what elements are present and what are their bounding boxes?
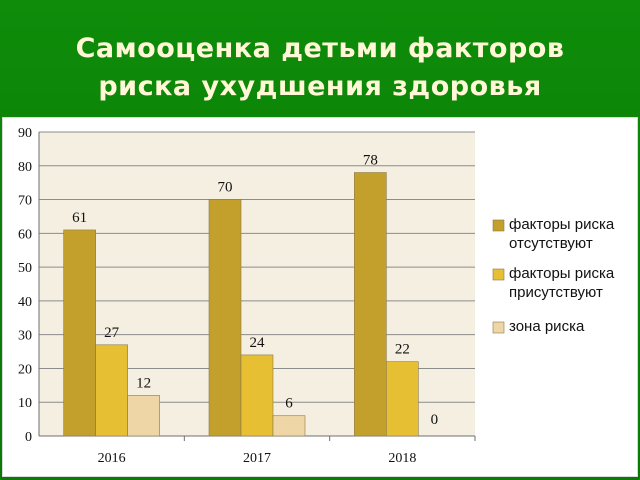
legend-label: отсутствуют [509, 235, 593, 252]
data-label: 0 [431, 412, 439, 428]
bar [208, 199, 242, 437]
bar [272, 415, 306, 437]
y-tick-label: 30 [18, 329, 32, 344]
y-tick-label: 40 [18, 295, 32, 310]
data-label: 61 [72, 210, 87, 226]
data-label: 6 [285, 396, 293, 412]
y-tick-label: 10 [18, 396, 32, 411]
y-tick-label: 90 [18, 126, 32, 141]
data-label: 22 [395, 342, 410, 358]
title-line-2: риска ухудшения здоровья [98, 71, 542, 102]
data-label: 78 [363, 153, 378, 169]
x-tick-label: 2018 [388, 451, 416, 466]
y-tick-label: 0 [25, 430, 32, 445]
data-label: 70 [218, 180, 233, 196]
legend-label: факторы риска [509, 216, 615, 233]
bar [127, 395, 160, 437]
legend-swatch [492, 321, 505, 334]
legend-swatch [492, 268, 505, 281]
legend-label: присутствуют [509, 284, 603, 301]
bar [95, 344, 128, 437]
data-label: 12 [136, 375, 151, 391]
chart-panel: 0 10 20 30 40 50 60 70 80 90 2016 61 27 12 2017 70 24 6 20… [2, 117, 638, 477]
slide-title: Самооценка детьми факторов риска ухудшен… [0, 30, 640, 106]
y-tick-label: 60 [18, 227, 32, 242]
legend-swatch [492, 219, 505, 232]
bar [386, 361, 419, 437]
x-tick-label: 2017 [243, 451, 271, 466]
y-tick-label: 70 [18, 194, 32, 209]
bar-chart: 0 10 20 30 40 50 60 70 80 90 2016 61 27 12 2017 70 24 6 20… [18, 126, 615, 466]
bar [240, 354, 274, 437]
y-tick-label: 20 [18, 362, 32, 377]
data-label: 24 [250, 335, 266, 351]
x-tick-label: 2016 [98, 451, 126, 466]
legend-label: факторы риска [509, 265, 615, 282]
bar [63, 229, 96, 437]
bar [354, 172, 387, 437]
y-tick-label: 50 [18, 261, 32, 276]
y-tick-label: 80 [18, 160, 32, 175]
legend-label: зона риска [509, 318, 585, 335]
data-label: 27 [104, 325, 120, 341]
title-line-1: Самооценка детьми факторов [75, 33, 565, 64]
